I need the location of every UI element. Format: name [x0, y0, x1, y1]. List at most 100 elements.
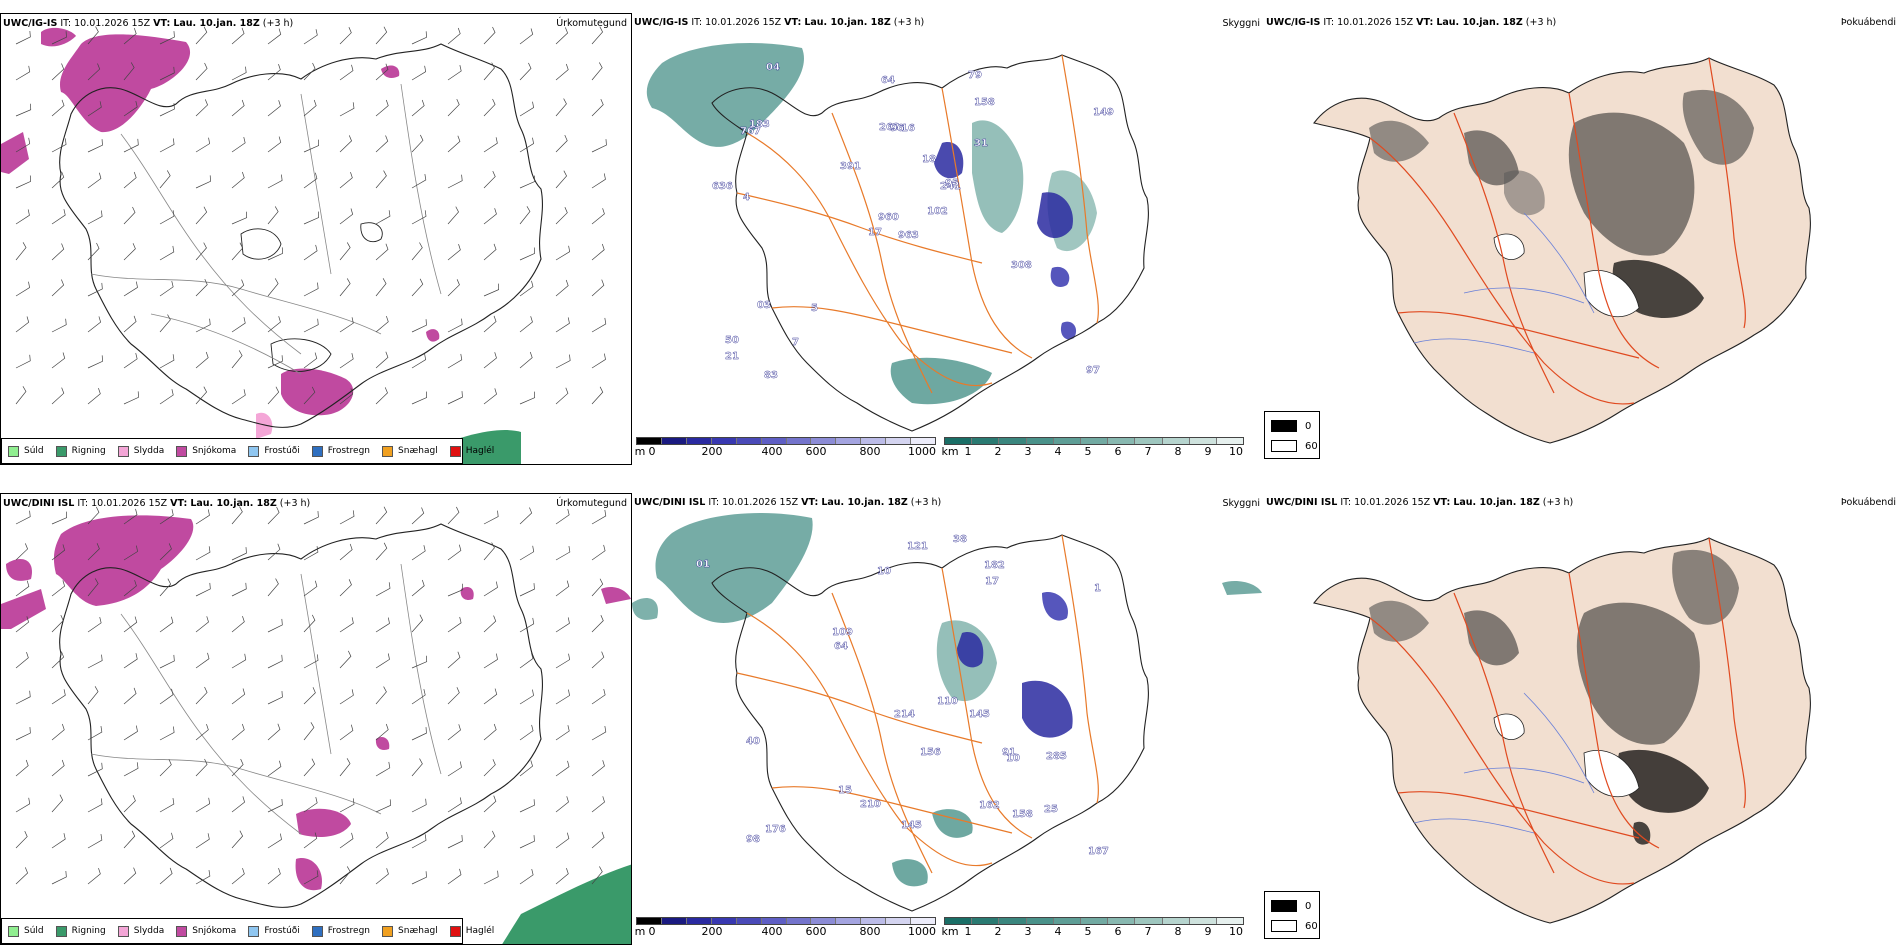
it-label: IT: [1340, 497, 1352, 508]
colorbar-swatch [1108, 918, 1136, 924]
iceland-outline [711, 534, 1149, 912]
wind-barb [51, 870, 67, 885]
wind-barb [195, 509, 210, 525]
wind-barb [483, 830, 496, 849]
wind-barb [447, 724, 461, 741]
visibility-colorbar-ticks: km 1 2 3 4 5 6 7 8 9 10 [941, 925, 1244, 938]
colorbar-tick: 0 [648, 925, 656, 938]
wind-barb [411, 65, 427, 81]
wind-barb [447, 98, 460, 117]
legend-label: Súld [24, 446, 44, 456]
panel-title: Þokuábendi [1840, 17, 1896, 28]
visibility-value-label: 5 [811, 303, 818, 314]
wind-barb [267, 798, 283, 813]
vt-value: Lau. 10.jan. 18Z [173, 18, 260, 29]
low-visibility-area [892, 859, 928, 887]
low-fog-index-area [1464, 610, 1519, 666]
colorbar-tick: 400 [761, 445, 783, 458]
vt-value: Lau. 10.jan. 18Z [1453, 497, 1540, 508]
road-lines [90, 563, 442, 835]
colorbar-unit: km [941, 445, 959, 458]
wind-barb [375, 170, 387, 189]
wind-barb [195, 175, 211, 189]
low-visibility-area [632, 598, 658, 620]
wind-barb [555, 796, 569, 813]
panel-header: UWC/IG-IS IT: 10.01.2026 15Z VT: Lau. 10… [1266, 17, 1556, 29]
wind-barb [231, 688, 246, 705]
wind-barb [195, 279, 208, 297]
wind-barb [267, 316, 281, 333]
legend-item-drizzle: Súld [8, 445, 44, 457]
visibility-value-label: 18 [922, 154, 936, 165]
wind-barb [375, 26, 388, 45]
colorbar-swatch [1162, 438, 1190, 444]
wind-barb [375, 210, 391, 225]
wind-barb [87, 172, 102, 189]
wind-barb [339, 278, 351, 297]
river-lines [1413, 212, 1595, 354]
visibility-value-label: 97 [1086, 365, 1100, 376]
snow-area [601, 587, 631, 604]
wind-barb [303, 687, 316, 705]
wind-barb [519, 583, 535, 597]
low-ceiling-area [934, 142, 964, 179]
wind-barb [591, 615, 604, 633]
wind-barb [159, 389, 174, 405]
wind-barb [87, 387, 101, 405]
visibility-value-label: 40 [746, 736, 760, 747]
wind-barb [123, 352, 138, 369]
wind-barb [375, 351, 389, 369]
wind-barbs [15, 26, 607, 405]
wind-barb [267, 543, 281, 561]
wind-barb [339, 650, 352, 669]
wind-barb [231, 547, 247, 561]
visibility-panel-row2: 98 285 110 156 10 38 25 182 158 15 167 64 210 121 162 1… [632, 493, 1264, 945]
wind-barb [483, 26, 496, 45]
wind-barb [51, 31, 67, 45]
wind-barb [267, 247, 283, 261]
wind-barb [15, 510, 31, 525]
colorbar-swatch [1053, 918, 1081, 924]
fog-index-legend: 0 60 [1264, 411, 1320, 459]
wind-barb [447, 65, 462, 81]
wind-barb [555, 546, 571, 561]
wind-barb [411, 278, 424, 297]
wind-barb [339, 798, 355, 813]
wind-barb [411, 507, 425, 525]
wind-barb [123, 138, 139, 153]
wind-barb [51, 615, 64, 633]
visibility-value-label: 21 [725, 351, 739, 362]
colorbar-swatch [972, 438, 1000, 444]
wind-barb [87, 63, 101, 81]
wind-barb [411, 545, 426, 561]
panel-title: Skyggni [1222, 18, 1260, 29]
wind-barb [159, 616, 174, 633]
wind-barb [267, 64, 281, 81]
visibility-value-labels: 963 767 960 50 241 5 79 16 158 102 04 97 4 149 17 31 83 2… [712, 62, 1114, 381]
fog-index-panel-row2: UWC/DINI ISL IT: 10.01.2026 15Z VT: Lau.… [1264, 493, 1900, 945]
legend-item-drizzle: Súld [8, 925, 44, 937]
iceland-outline [59, 43, 543, 428]
wind-barb [303, 386, 316, 405]
wind-barb [159, 759, 172, 777]
snow-area [1, 589, 46, 629]
colorbar-swatch [836, 918, 862, 924]
wind-barb [591, 544, 606, 561]
legend-label: Haglél [465, 926, 495, 936]
wind-barb [303, 352, 318, 369]
visibility-value-label: 210 [860, 799, 881, 810]
panel-header: UWC/DINI ISL IT: 10.01.2026 15Z VT: Lau.… [3, 498, 310, 510]
glacier-outline [360, 222, 383, 243]
legend-item-sleet: Slydda [117, 925, 164, 937]
precip-type-panel-row2: UWC/DINI ISL IT: 10.01.2026 15Z VT: Lau.… [0, 493, 632, 945]
colorbar-swatch [711, 918, 737, 924]
wind-barb [375, 99, 389, 117]
wind-barb [267, 868, 281, 885]
wind-barb [483, 137, 498, 153]
wind-barb [51, 243, 65, 261]
snow-area [295, 858, 322, 891]
wind-barb [159, 210, 175, 225]
colorbar-swatch [1053, 438, 1081, 444]
legend-label: Súld [24, 926, 44, 936]
wind-barb [159, 867, 173, 885]
